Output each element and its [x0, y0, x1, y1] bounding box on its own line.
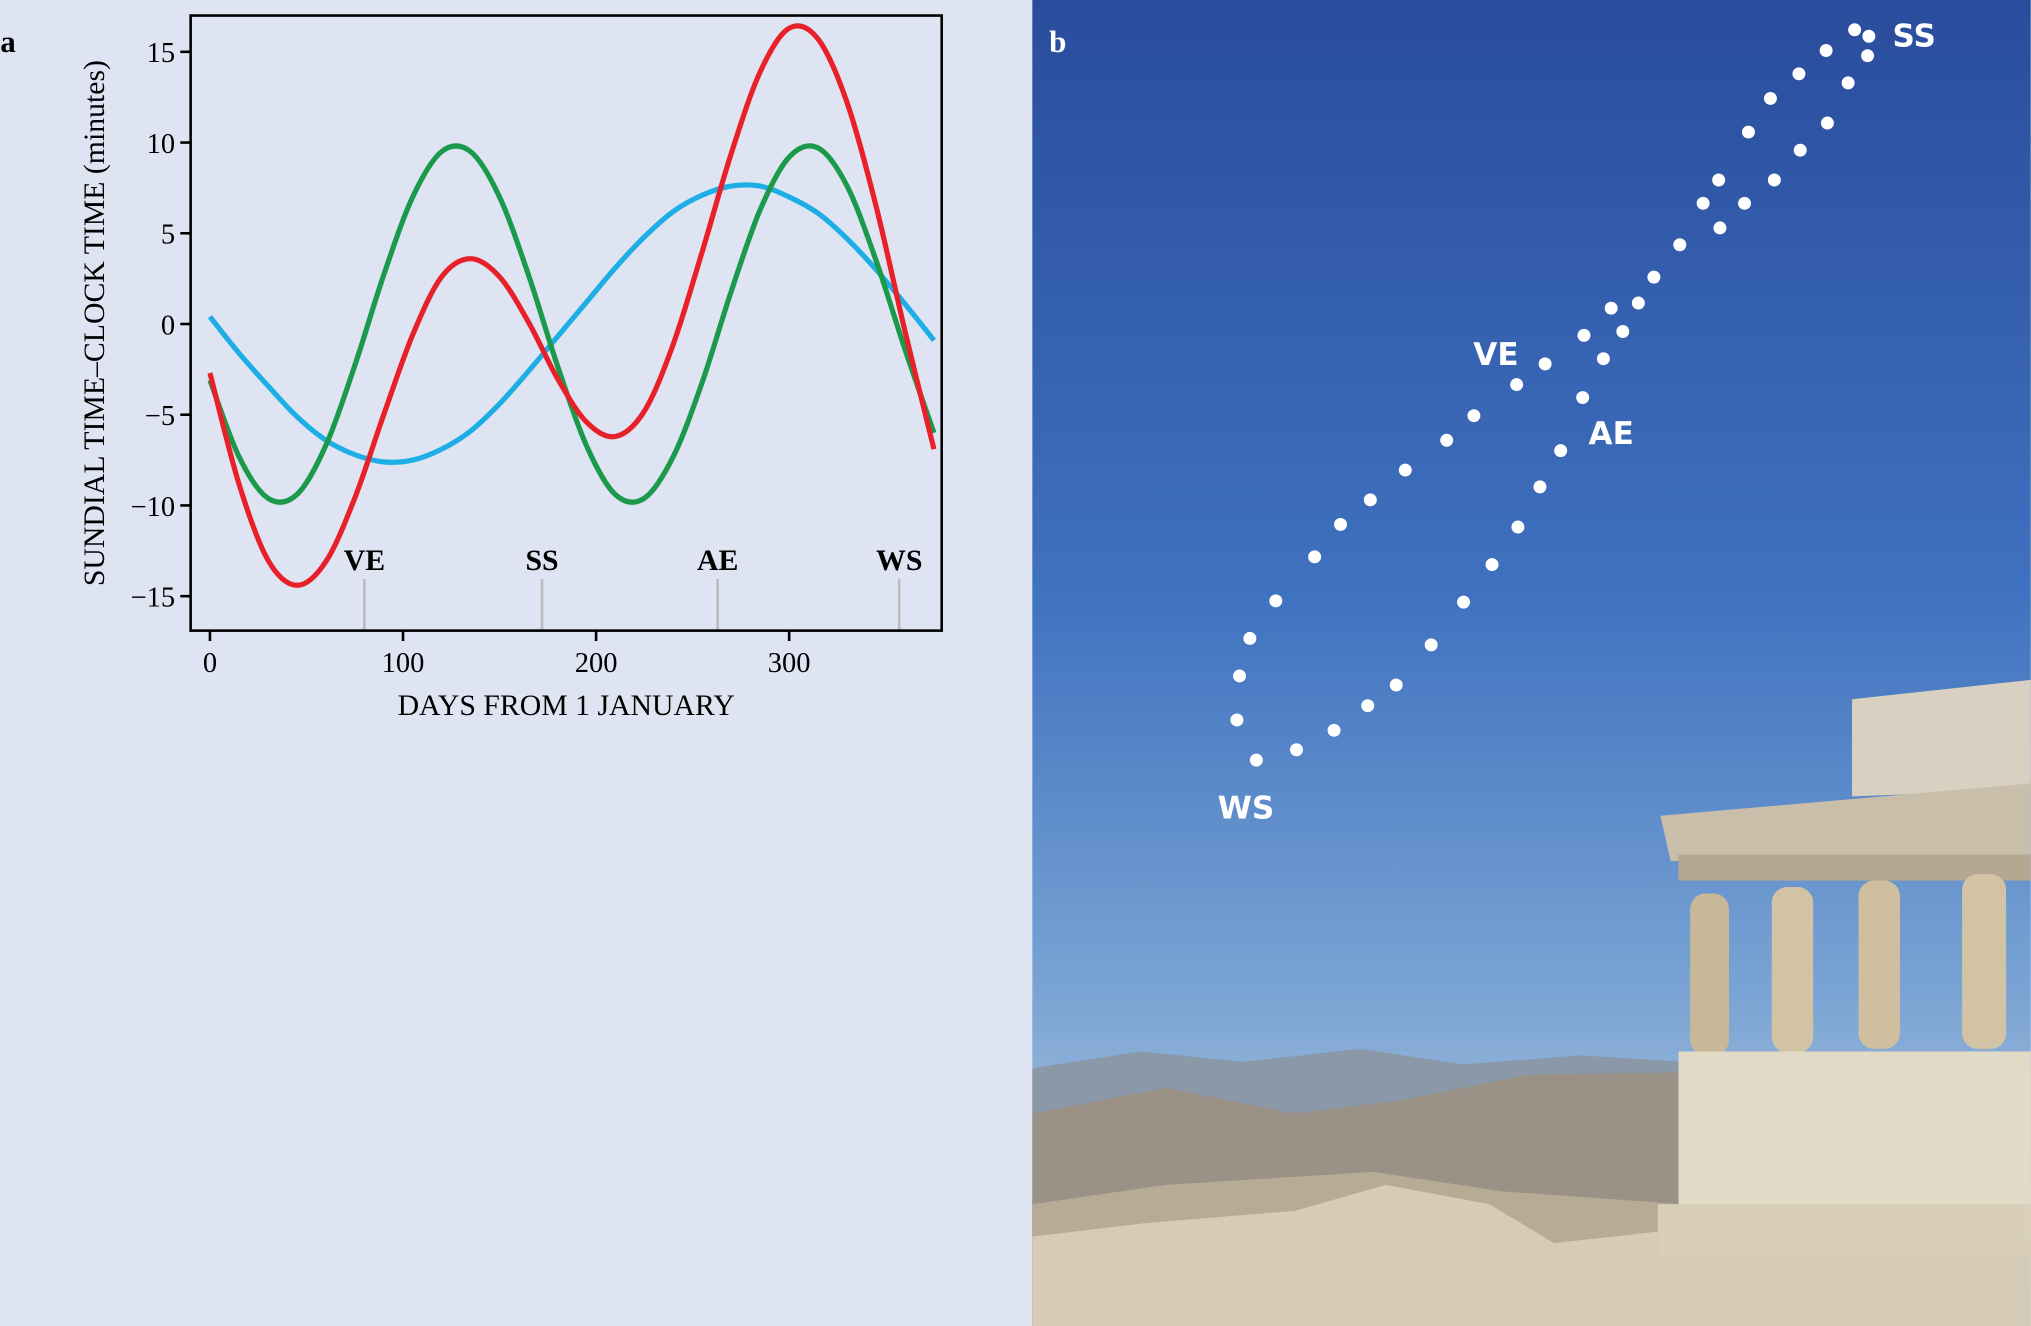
x-tick-label: 200: [575, 648, 618, 679]
season-label: AE: [697, 544, 738, 577]
sun-dot: [1604, 301, 1618, 315]
sun-dot: [1243, 631, 1257, 645]
sun-dot: [1334, 517, 1347, 531]
y-tick-label: 10: [147, 129, 175, 160]
y-tick-label: 15: [147, 38, 175, 69]
sun-dot: [1763, 91, 1777, 105]
sun-dot: [1577, 328, 1591, 342]
sun-dot: [1533, 480, 1547, 494]
season-label: SS: [525, 544, 558, 577]
sun-dot: [1696, 196, 1710, 210]
sun-dot: [1290, 743, 1303, 757]
y-tick-label: 0: [161, 310, 175, 341]
sun-dot: [1510, 378, 1524, 392]
sun-dot: [1363, 493, 1377, 507]
x-tick-label: 0: [203, 648, 217, 679]
sun-dot: [1848, 23, 1862, 37]
sun-dot: [1308, 550, 1322, 564]
sun-dot: [1712, 173, 1726, 187]
sun-dot: [1596, 352, 1610, 366]
sun-dot: [1576, 391, 1590, 405]
plot-frame: [189, 14, 943, 632]
y-tick-label: 5: [161, 220, 175, 251]
y-tick-label: −5: [145, 401, 175, 432]
sun-dot: [1738, 196, 1752, 210]
panel-label: b: [1049, 24, 1066, 59]
sun-dot: [1793, 143, 1807, 157]
sun-dot: [1820, 116, 1834, 130]
sun-dot: [1361, 699, 1375, 713]
series-line: [207, 23, 937, 588]
chart: −15 −10 −5 0 5 10 15 0 100 200 300 DAYS FROM 1 JANU…: [78, 14, 943, 722]
sun-dot: [1233, 669, 1246, 683]
sun-dot: [1485, 558, 1499, 572]
panel-label: a: [0, 24, 16, 59]
sun-dot: [1457, 595, 1471, 609]
sun-dot: [1616, 325, 1630, 338]
sun-dot: [1631, 296, 1645, 310]
sun-dot: [1511, 520, 1525, 534]
sun-dot: [1741, 125, 1755, 139]
temple: [1657, 679, 2031, 1257]
sun-dot: [1862, 29, 1876, 43]
photo-label: WS: [1218, 790, 1275, 826]
sun-dot: [1249, 753, 1263, 767]
sun-dot: [1713, 221, 1727, 235]
sun-dot: [1554, 444, 1568, 458]
y-tick-label: −10: [131, 492, 176, 523]
x-tick-label: 100: [382, 648, 425, 679]
panel-a-background: [0, 0, 1032, 1326]
sun-dot: [1841, 76, 1855, 90]
sun-dot: [1398, 463, 1412, 477]
sun-dot: [1861, 49, 1875, 63]
sun-dot: [1647, 270, 1661, 284]
sun-dot: [1538, 357, 1552, 371]
season-label: VE: [344, 544, 385, 577]
sun-dot: [1819, 44, 1833, 57]
sun-dot: [1467, 409, 1481, 423]
sun-dot: [1230, 713, 1244, 727]
sun-dot: [1269, 594, 1283, 608]
sun-dot: [1792, 67, 1806, 81]
season-label: WS: [876, 544, 922, 577]
sun-dot: [1767, 173, 1781, 187]
photo-label: SS: [1892, 19, 1935, 55]
x-tick-label: 300: [768, 648, 811, 679]
photo-label: VE: [1473, 337, 1518, 373]
y-axis-label: SUNDIAL TIME–CLOCK TIME (minutes): [78, 60, 111, 586]
sun-dot: [1424, 638, 1438, 652]
photo-label: AE: [1589, 416, 1634, 452]
x-axis-label: DAYS FROM 1 JANUARY: [398, 689, 735, 722]
analemma: [1230, 23, 1876, 767]
sun-dot: [1673, 238, 1687, 252]
y-tick-label: −15: [131, 583, 176, 614]
sun-dot: [1440, 433, 1454, 447]
sun-dot: [1389, 678, 1403, 692]
ruins: [1032, 1184, 2031, 1326]
sun-dot: [1327, 723, 1341, 737]
photo: b SS VE AE WS: [1032, 0, 2031, 1326]
